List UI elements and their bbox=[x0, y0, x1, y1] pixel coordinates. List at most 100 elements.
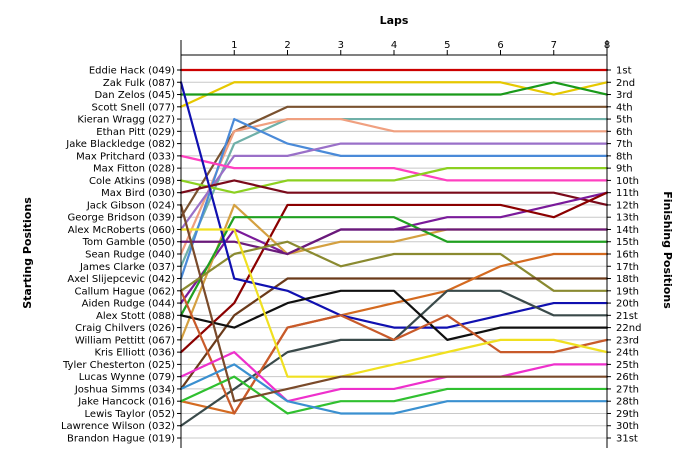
finishing-position-label: 14th bbox=[616, 225, 639, 236]
finishing-position-label: 18th bbox=[616, 274, 639, 285]
series-line-18 bbox=[179, 277, 609, 391]
series-line-23 bbox=[179, 289, 609, 415]
lap-tick-labels: 1 2 3 4 5 6 7 8 bbox=[231, 40, 610, 51]
finishing-position-label: 2nd bbox=[616, 78, 635, 89]
finishing-position-label: 11th bbox=[616, 188, 639, 199]
starting-position-label: Sean Rudge (040) bbox=[85, 250, 175, 261]
starting-position-label: Joshua Simms (034) bbox=[74, 384, 175, 395]
finishing-position-label: 25th bbox=[616, 360, 639, 371]
finishing-position-label: 26th bbox=[616, 372, 639, 383]
series-line-25 bbox=[179, 351, 609, 403]
finishing-position-label: 1st bbox=[616, 66, 632, 77]
finishing-position-label: 10th bbox=[616, 176, 639, 187]
starting-position-label: Max Pritchard (033) bbox=[76, 151, 175, 162]
series-line-15 bbox=[179, 216, 609, 317]
lap-tick-label: 2 bbox=[284, 40, 290, 51]
starting-position-label: Zak Fulk (087) bbox=[103, 78, 175, 89]
series-lines bbox=[179, 68, 609, 427]
starting-position-labels: Eddie Hack (049)Zak Fulk (087)Dan Zelos … bbox=[61, 66, 175, 445]
finishing-position-label: 5th bbox=[616, 115, 633, 126]
starting-position-label: Cole Atkins (098) bbox=[89, 176, 175, 187]
starting-position-label: Max Fitton (028) bbox=[93, 164, 175, 175]
starting-position-label: Jake Blackledge (082) bbox=[65, 139, 175, 150]
finishing-position-label: 15th bbox=[616, 237, 639, 248]
finishing-position-label: 24th bbox=[616, 348, 639, 359]
finishing-position-label: 13th bbox=[616, 213, 639, 224]
finishing-position-label: 30th bbox=[616, 421, 639, 432]
starting-position-label: Brandon Hague (019) bbox=[67, 434, 175, 445]
finishing-position-label: 28th bbox=[616, 397, 639, 408]
starting-position-label: Tyler Chesterton (025) bbox=[62, 360, 175, 371]
finishing-position-label: 21st bbox=[616, 311, 638, 322]
starting-position-label: Alex Stott (088) bbox=[96, 311, 175, 322]
lap-tick-label: 3 bbox=[338, 40, 344, 51]
series-line-7 bbox=[179, 117, 609, 280]
starting-position-label: Kris Elliott (036) bbox=[94, 348, 175, 359]
x-axis-title: Laps bbox=[380, 14, 409, 27]
finishing-position-label: 19th bbox=[616, 286, 639, 297]
right-axis-title: Finishing Positions bbox=[661, 191, 674, 309]
starting-position-label: Callum Hague (062) bbox=[75, 286, 176, 297]
series-line-9 bbox=[179, 154, 609, 182]
finishing-position-label: 29th bbox=[616, 409, 639, 420]
lap-tick-label: 6 bbox=[497, 40, 503, 51]
lap-tick-label: 5 bbox=[444, 40, 450, 51]
series-line-5 bbox=[179, 117, 609, 268]
starting-position-label: Ethan Pitt (029) bbox=[96, 127, 175, 138]
series-line-2 bbox=[179, 81, 609, 108]
finishing-position-label: 3rd bbox=[616, 90, 633, 101]
series-line-22 bbox=[179, 289, 609, 341]
finishing-position-label: 4th bbox=[616, 102, 633, 113]
series-line-3 bbox=[179, 81, 609, 96]
starting-position-label: James Clarke (037) bbox=[79, 262, 175, 273]
starting-position-label: Lewis Taylor (052) bbox=[85, 409, 176, 420]
finishing-position-label: 12th bbox=[616, 200, 639, 211]
finishing-position-label: 27th bbox=[616, 384, 639, 395]
series-line-24 bbox=[179, 228, 609, 378]
lap-tick-label: 1 bbox=[231, 40, 237, 51]
starting-position-label: Jack Gibson (024) bbox=[86, 200, 175, 211]
starting-position-label: William Pettitt (067) bbox=[75, 335, 175, 346]
starting-position-label: George Bridson (039) bbox=[68, 213, 176, 224]
series-line-27 bbox=[179, 363, 609, 415]
finishing-position-label: 23rd bbox=[616, 335, 639, 346]
finishing-position-label: 17th bbox=[616, 262, 639, 273]
lap-tick-label: 8 bbox=[604, 40, 610, 51]
starting-position-label: Lawrence Wilson (032) bbox=[61, 421, 175, 432]
starting-position-label: Max Bird (030) bbox=[101, 188, 175, 199]
starting-position-label: Aiden Rudge (044) bbox=[82, 299, 175, 310]
finishing-position-label: 22nd bbox=[616, 323, 641, 334]
series-line-26 bbox=[179, 375, 609, 415]
series-line-8 bbox=[179, 142, 609, 231]
lap-tick-label: 7 bbox=[551, 40, 557, 51]
series-line-10 bbox=[179, 167, 609, 194]
series-line-13 bbox=[179, 191, 609, 354]
starting-position-label: Dan Zelos (045) bbox=[94, 90, 175, 101]
starting-position-label: Tom Gamble (050) bbox=[82, 237, 176, 248]
series-line-28 bbox=[179, 203, 609, 403]
finishing-position-label: 6th bbox=[616, 127, 633, 138]
series-line-4 bbox=[179, 105, 609, 219]
series-line-11 bbox=[179, 179, 609, 207]
starting-position-label: Lucas Wynne (079) bbox=[79, 372, 175, 383]
finishing-position-label: 16th bbox=[616, 250, 639, 261]
starting-position-label: Scott Snell (077) bbox=[92, 102, 176, 113]
starting-position-label: Eddie Hack (049) bbox=[89, 66, 175, 77]
lap-tick-label: 4 bbox=[391, 40, 397, 51]
series-line-16 bbox=[179, 228, 609, 256]
axes bbox=[177, 40, 611, 448]
left-axis-title: Starting Positions bbox=[21, 197, 34, 309]
finishing-position-label: 7th bbox=[616, 139, 633, 150]
starting-position-label: Kieran Wragg (027) bbox=[77, 115, 175, 126]
starting-position-label: Axel Slijepcevic (042) bbox=[67, 274, 175, 285]
starting-position-label: Alex McRoberts (060) bbox=[68, 225, 175, 236]
finishing-position-label: 9th bbox=[616, 164, 633, 175]
starting-position-label: Jake Hancock (016) bbox=[77, 397, 175, 408]
finishing-position-label: 20th bbox=[616, 299, 639, 310]
finishing-position-label: 8th bbox=[616, 151, 633, 162]
starting-position-label: Craig Chilvers (026) bbox=[75, 323, 175, 334]
finishing-position-label: 31st bbox=[616, 434, 638, 445]
